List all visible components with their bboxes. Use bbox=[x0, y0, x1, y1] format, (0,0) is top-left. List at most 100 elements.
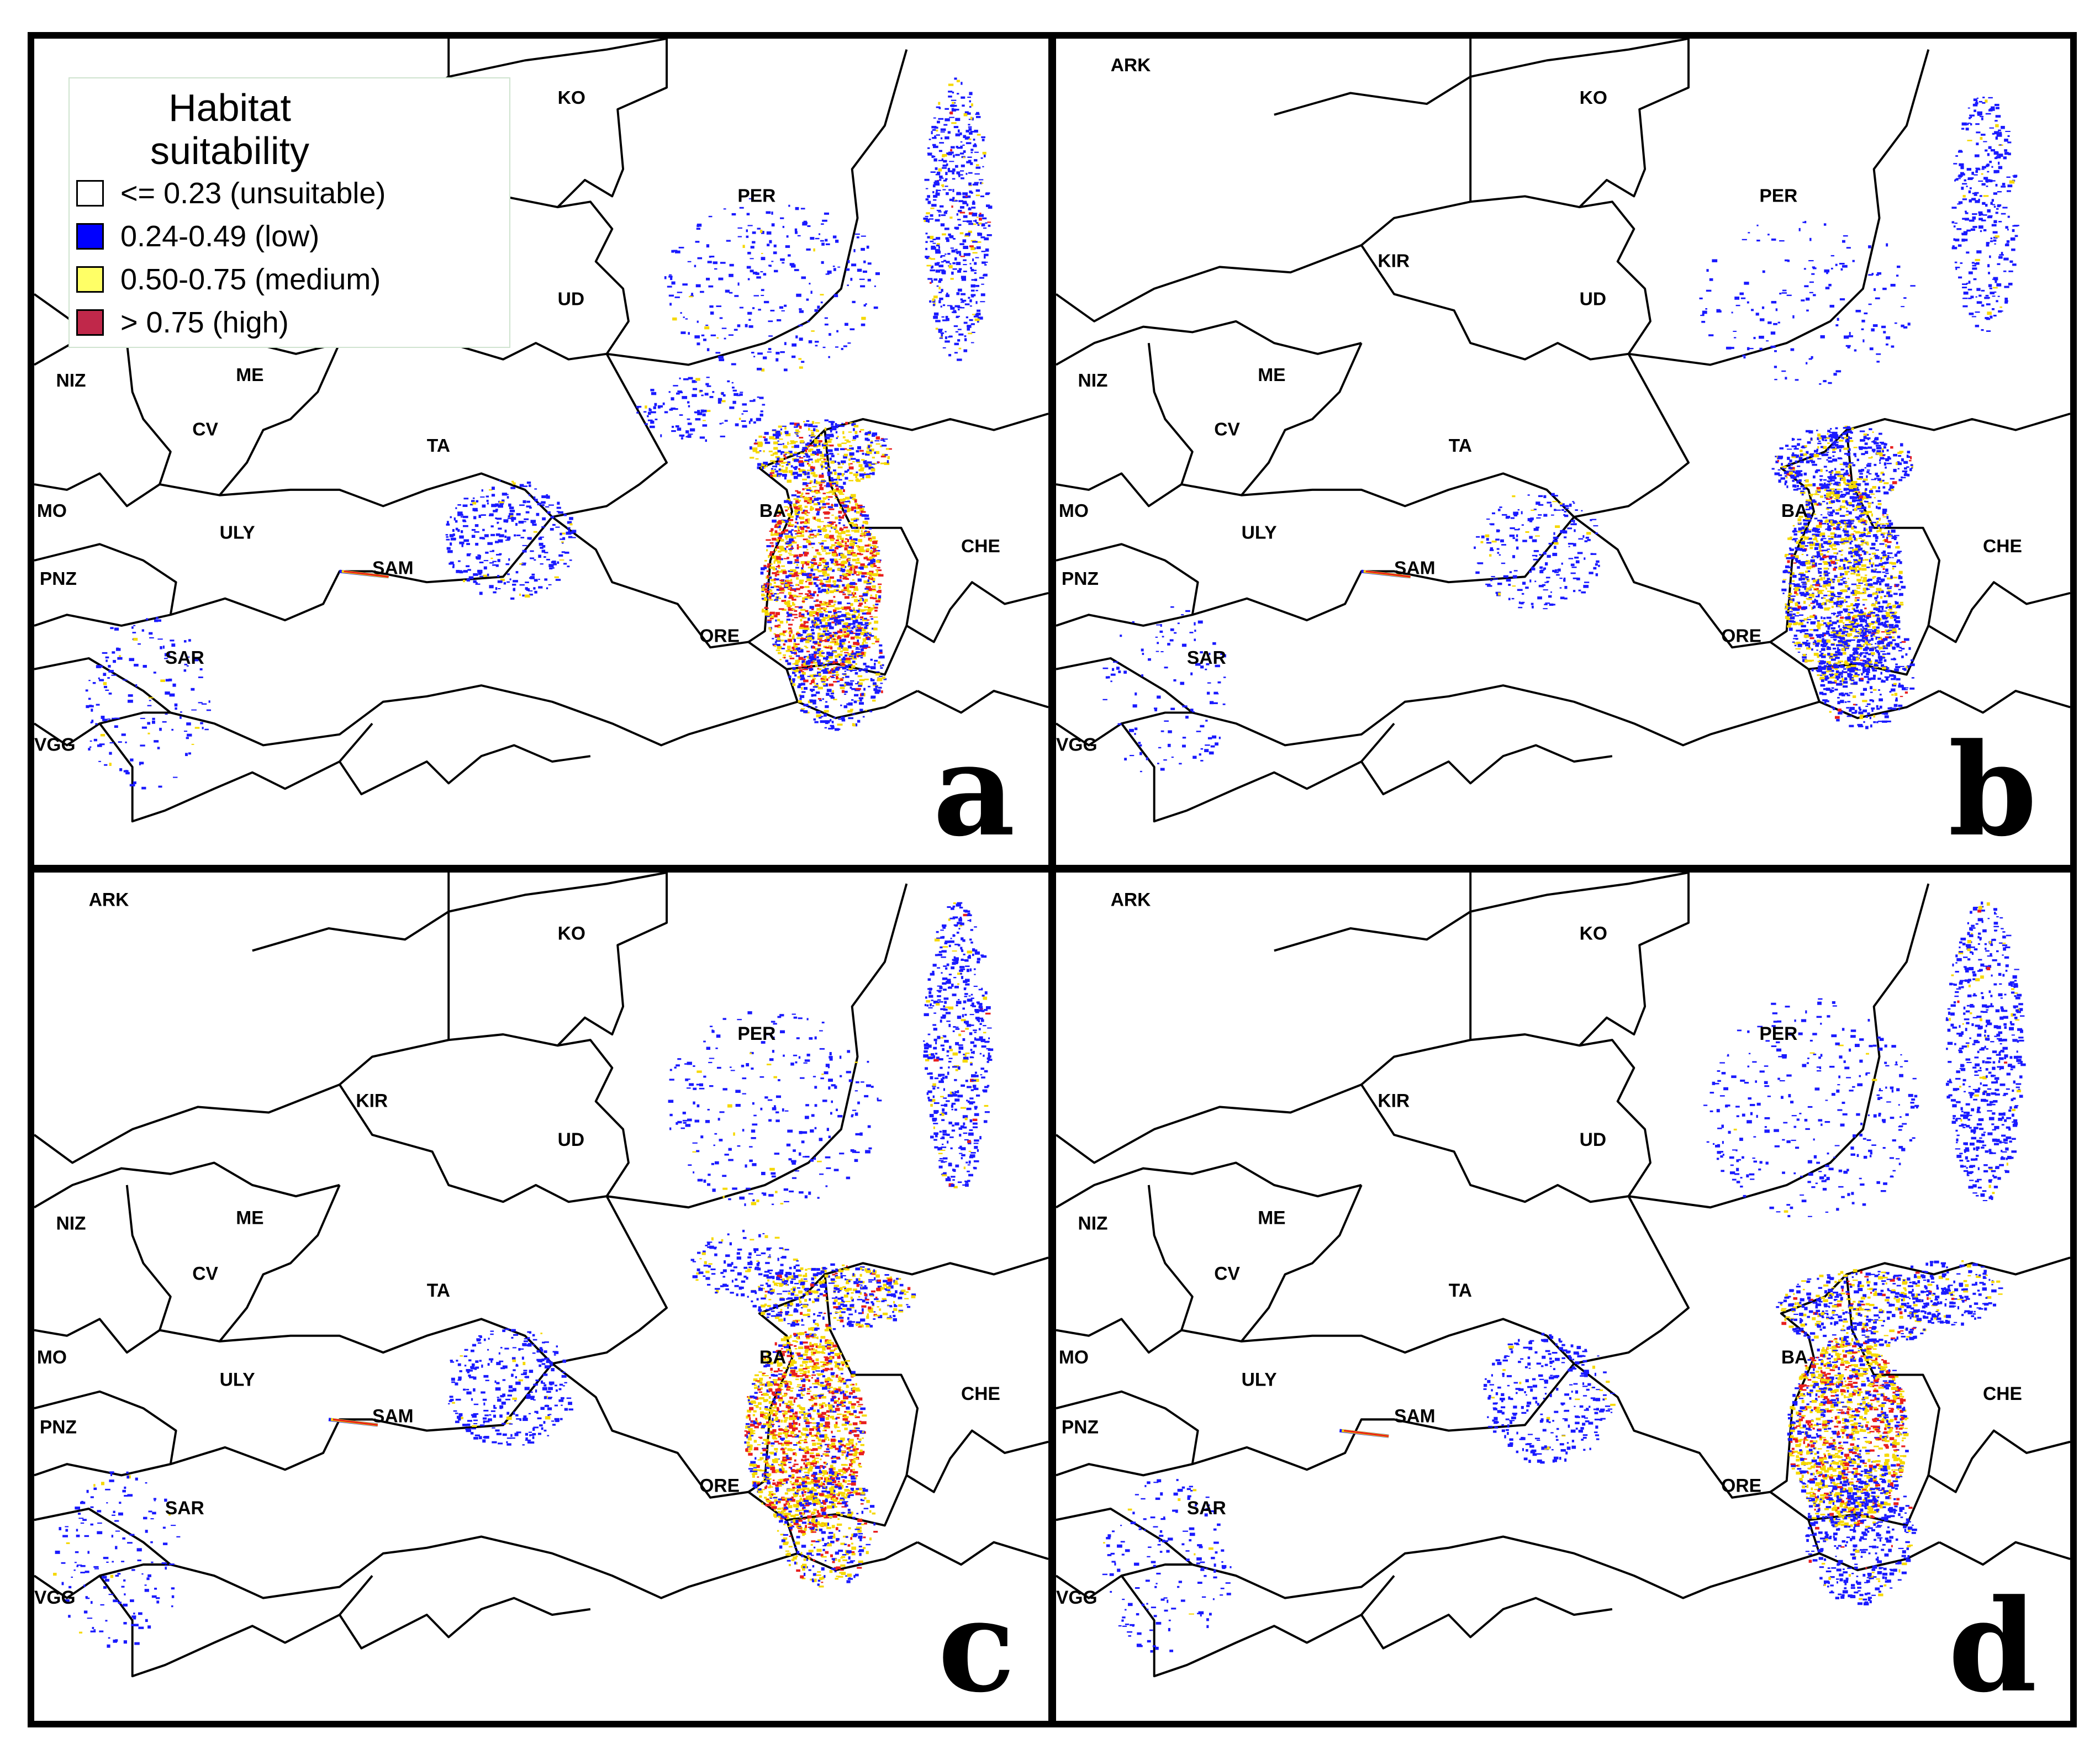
suitability-dot bbox=[149, 700, 151, 701]
suitability-dot bbox=[538, 579, 540, 580]
suitability-dot bbox=[790, 440, 795, 442]
suitability-dot bbox=[840, 545, 843, 547]
suitability-dot bbox=[981, 182, 984, 184]
suitability-dot bbox=[792, 667, 796, 670]
suitability-dot bbox=[1839, 526, 1842, 528]
suitability-dot bbox=[773, 560, 775, 564]
suitability-dot bbox=[1844, 521, 1846, 524]
suitability-dot bbox=[1792, 575, 1797, 578]
suitability-dot bbox=[1832, 520, 1837, 523]
suitability-dot bbox=[981, 283, 984, 285]
suitability-dot bbox=[687, 435, 692, 438]
suitability-dot bbox=[1855, 516, 1860, 519]
suitability-dot bbox=[769, 596, 772, 599]
suitability-dot bbox=[775, 549, 777, 551]
suitability-dot bbox=[1849, 547, 1854, 549]
suitability-dot bbox=[952, 102, 954, 104]
suitability-dot bbox=[820, 301, 823, 304]
suitability-dot bbox=[1895, 620, 1901, 623]
suitability-dot bbox=[769, 629, 772, 632]
suitability-dot bbox=[829, 632, 832, 635]
suitability-dot bbox=[953, 126, 959, 129]
suitability-dot bbox=[160, 646, 162, 649]
suitability-dot bbox=[498, 588, 501, 590]
suitability-dot bbox=[697, 342, 700, 346]
suitability-dot bbox=[940, 223, 945, 226]
suitability-dot bbox=[1843, 481, 1846, 484]
suitability-dot bbox=[857, 681, 859, 684]
suitability-dot bbox=[787, 479, 792, 483]
suitability-dot bbox=[463, 579, 466, 583]
suitability-dot bbox=[803, 509, 805, 512]
suitability-dot bbox=[861, 323, 866, 326]
suitability-dot bbox=[1887, 524, 1892, 527]
suitability-dot bbox=[1891, 562, 1896, 565]
suitability-dot bbox=[801, 361, 805, 363]
suitability-dot bbox=[837, 462, 840, 463]
suitability-dot bbox=[853, 655, 857, 659]
suitability-dot bbox=[1830, 532, 1835, 535]
suitability-dot bbox=[943, 260, 947, 262]
suitability-dot bbox=[860, 285, 866, 288]
suitability-dot bbox=[1822, 522, 1827, 525]
suitability-dot bbox=[967, 253, 971, 255]
suitability-dot bbox=[828, 611, 832, 613]
suitability-dot bbox=[864, 588, 869, 590]
suitability-dot bbox=[939, 205, 944, 208]
suitability-dot bbox=[942, 319, 948, 321]
suitability-dot bbox=[1807, 659, 1812, 662]
suitability-dot bbox=[801, 636, 803, 638]
suitability-dot bbox=[752, 307, 755, 309]
suitability-dot bbox=[822, 550, 826, 552]
suitability-dot bbox=[852, 713, 856, 715]
suitability-dot bbox=[853, 588, 859, 591]
suitability-dot bbox=[734, 295, 739, 297]
suitability-dot bbox=[674, 250, 680, 253]
suitability-dot bbox=[446, 538, 450, 541]
suitability-dot bbox=[731, 363, 736, 366]
suitability-dot bbox=[842, 524, 846, 526]
suitability-dot bbox=[936, 129, 938, 132]
suitability-dot bbox=[877, 678, 883, 681]
suitability-dot bbox=[948, 91, 953, 93]
suitability-dot bbox=[763, 436, 766, 438]
suitability-dot bbox=[866, 521, 868, 525]
suitability-dot bbox=[974, 262, 977, 265]
suitability-dot bbox=[972, 314, 978, 315]
suitability-dot bbox=[453, 517, 456, 521]
suitability-dot bbox=[1882, 516, 1887, 517]
suitability-dot bbox=[970, 294, 976, 297]
suitability-dot bbox=[720, 262, 726, 264]
suitability-dot bbox=[1833, 655, 1838, 658]
suitability-dot bbox=[799, 612, 801, 615]
suitability-dot bbox=[952, 189, 954, 192]
suitability-dot bbox=[797, 675, 801, 679]
suitability-dot bbox=[1866, 528, 1868, 531]
suitability-dot bbox=[877, 461, 880, 463]
suitability-dot bbox=[965, 142, 972, 145]
suitability-dot bbox=[752, 241, 756, 244]
suitability-dot bbox=[757, 396, 759, 398]
suitability-dot bbox=[671, 397, 674, 401]
suitability-dot bbox=[557, 501, 560, 505]
suitability-dot bbox=[1799, 572, 1804, 574]
suitability-dot bbox=[842, 489, 845, 493]
suitability-dot bbox=[784, 506, 789, 508]
suitability-dot bbox=[785, 575, 789, 579]
suitability-dot bbox=[1834, 575, 1838, 578]
suitability-dot bbox=[1826, 661, 1832, 664]
suitability-dot bbox=[971, 103, 973, 107]
suitability-dot bbox=[859, 699, 862, 702]
suitability-dot bbox=[860, 429, 864, 431]
suitability-dot bbox=[838, 646, 844, 649]
suitability-dot bbox=[1855, 562, 1860, 564]
suitability-dot bbox=[1887, 532, 1891, 536]
suitability-dot bbox=[491, 487, 495, 490]
suitability-dot bbox=[815, 519, 820, 521]
suitability-dot bbox=[878, 656, 883, 659]
suitability-dot bbox=[1827, 626, 1830, 630]
suitability-dot bbox=[805, 472, 810, 475]
suitability-dot bbox=[742, 425, 747, 428]
suitability-dot bbox=[945, 237, 949, 240]
suitability-dot bbox=[836, 424, 840, 426]
